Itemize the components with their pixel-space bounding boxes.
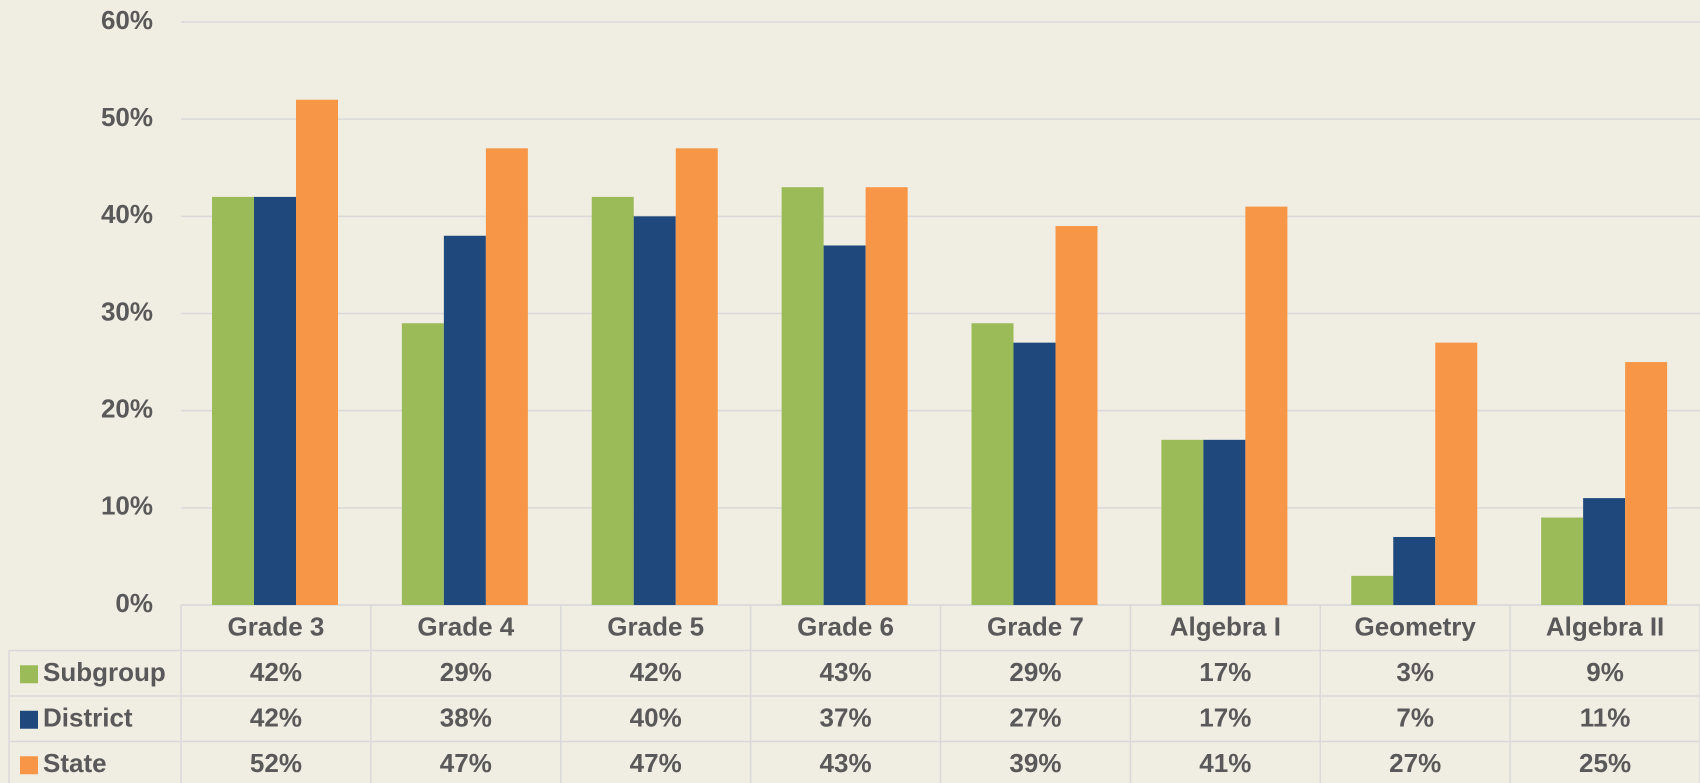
table-value: 29% — [1009, 657, 1061, 687]
y-tick-label: 60% — [101, 5, 153, 35]
legend-swatch — [20, 756, 38, 775]
bar — [1541, 517, 1584, 605]
table-value: 38% — [440, 703, 492, 733]
table-value: 37% — [820, 703, 872, 733]
bar — [823, 245, 866, 605]
table-value: 43% — [820, 748, 872, 778]
bar — [1245, 206, 1288, 605]
bar — [296, 99, 338, 605]
bar — [1625, 362, 1668, 605]
x-tick-label: Grade 3 — [228, 612, 325, 642]
y-tick-label: 20% — [101, 394, 153, 424]
bar — [254, 196, 296, 605]
table-value: 42% — [630, 657, 682, 687]
table-value: 17% — [1199, 703, 1251, 733]
x-tick-label: Grade 5 — [607, 612, 704, 642]
legend-label: Subgroup — [43, 657, 166, 687]
table-value: 29% — [440, 657, 492, 687]
y-tick-label: 40% — [101, 199, 153, 229]
bar — [1055, 226, 1098, 606]
legend-label: State — [43, 748, 107, 778]
bar — [591, 196, 634, 605]
table-value: 42% — [250, 657, 302, 687]
table-value: 27% — [1009, 703, 1061, 733]
table-value: 27% — [1389, 748, 1441, 778]
bar — [1351, 575, 1394, 605]
legend-swatch — [20, 665, 38, 684]
bar — [1583, 498, 1626, 605]
table-value: 3% — [1396, 657, 1434, 687]
bar — [1161, 439, 1204, 605]
bar — [401, 323, 444, 605]
bar — [443, 235, 486, 605]
table-value: 41% — [1199, 748, 1251, 778]
table-value: 9% — [1586, 657, 1624, 687]
x-tick-label: Algebra I — [1170, 612, 1281, 642]
x-tick-label: Grade 7 — [987, 612, 1084, 642]
x-tick-label: Grade 4 — [417, 612, 514, 642]
legend-label: District — [43, 703, 133, 733]
bar — [212, 196, 254, 605]
table-value: 52% — [250, 748, 302, 778]
y-tick-label: 30% — [101, 296, 153, 326]
y-tick-label: 0% — [115, 588, 153, 618]
table-value: 43% — [820, 657, 872, 687]
bar — [781, 187, 824, 605]
bar — [865, 187, 908, 605]
table-value: 7% — [1396, 703, 1434, 733]
bar — [1393, 536, 1436, 605]
x-tick-label: Geometry — [1354, 612, 1476, 642]
table-value: 39% — [1009, 748, 1061, 778]
y-tick-label: 10% — [101, 491, 153, 521]
table-value: 25% — [1579, 748, 1631, 778]
table-value: 47% — [630, 748, 682, 778]
table-value: 17% — [1199, 657, 1251, 687]
bar — [675, 148, 718, 606]
x-tick-label: Algebra II — [1546, 612, 1664, 642]
table-value: 40% — [630, 703, 682, 733]
table-value: 42% — [250, 703, 302, 733]
table-value: 11% — [1580, 703, 1631, 733]
x-tick-label: Grade 6 — [797, 612, 894, 642]
bar — [1203, 439, 1246, 605]
y-tick-label: 50% — [101, 102, 153, 132]
bar — [1435, 342, 1478, 605]
bar — [485, 148, 528, 606]
bar — [1013, 342, 1056, 605]
table-value: 47% — [440, 748, 492, 778]
bar — [633, 216, 676, 606]
bar — [971, 323, 1014, 605]
legend-swatch — [20, 710, 38, 729]
